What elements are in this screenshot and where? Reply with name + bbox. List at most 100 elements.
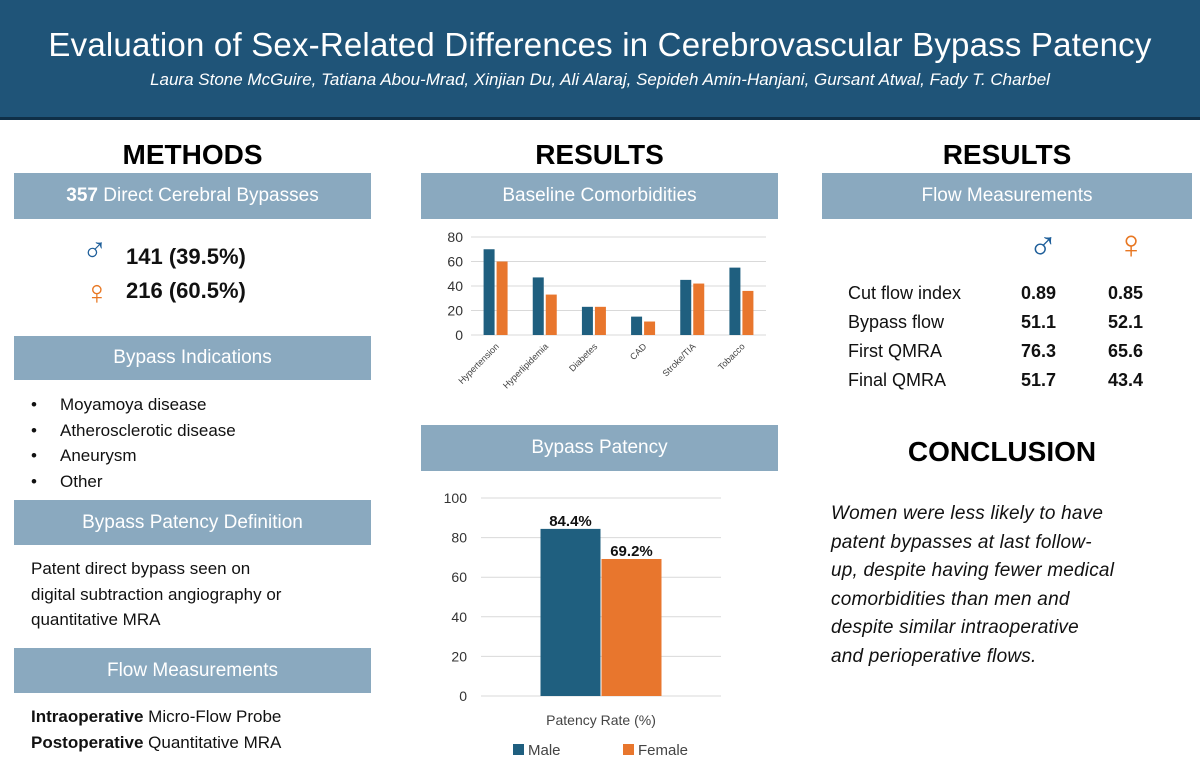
flow-methods-text: Intraoperative Micro-Flow Probe Postoper…	[31, 704, 281, 755]
y-tick-label: 20	[451, 648, 467, 664]
bar-male	[483, 249, 495, 335]
male-count-stat: 141 (39.5%)	[126, 244, 246, 269]
indication-item: Other	[28, 469, 236, 495]
poster-title: Evaluation of Sex-Related Differences in…	[48, 26, 1152, 63]
conclusion-line: comorbidities than men and	[831, 588, 1070, 610]
patency-definition-line: quantitative MRA	[31, 610, 161, 629]
bar-male	[581, 306, 593, 335]
postop-method: Quantitative MRA	[143, 732, 282, 752]
author-list: Laura Stone McGuire, Tatiana Abou-Mrad, …	[150, 70, 1050, 89]
y-tick-label: 60	[447, 254, 463, 270]
x-tick-label: Tobacco	[716, 341, 747, 372]
legend-label: Female	[638, 742, 688, 759]
y-tick-label: 100	[444, 490, 468, 506]
female-count-stat: 216 (60.5%)	[126, 278, 246, 303]
x-tick-label: Stroke/TIA	[661, 341, 698, 378]
results-heading-right: RESULTS	[942, 139, 1072, 170]
bar-female	[601, 558, 662, 696]
conclusion-line: patent bypasses at last follow-	[831, 531, 1092, 553]
indication-item: Aneurysm	[28, 443, 236, 469]
title-banner: Evaluation of Sex-Related Differences in…	[0, 0, 1200, 120]
male-symbol-icon: ♂	[1028, 223, 1058, 267]
bar-female	[594, 306, 606, 335]
bypass-patency-bar: Bypass Patency	[421, 425, 778, 471]
bar-female	[644, 321, 656, 335]
conclusion-line: up, despite having fewer medical	[831, 560, 1115, 581]
bar-male	[540, 528, 601, 696]
bar-male	[729, 267, 741, 335]
table-row: Final QMRA 51.7 43.4	[848, 370, 1168, 399]
table-row: Bypass flow 51.1 52.1	[848, 312, 1168, 341]
patency-definition-bar: Bypass Patency Definition	[14, 500, 371, 545]
data-label: 84.4%	[549, 513, 592, 530]
bypass-count-label: Direct Cerebral Bypasses	[98, 185, 319, 206]
bar-male	[532, 277, 544, 335]
conclusion-line: despite similar intraoperative	[831, 617, 1079, 638]
bypass-indications-bar: Bypass Indications	[14, 336, 371, 380]
bar-male	[680, 279, 692, 335]
x-tick-label: CAD	[628, 341, 649, 362]
patency-chart: 0 20 40 60 80 100 84.4% 69.2% Patency Rate (%) Ma…	[444, 490, 721, 759]
bar-female	[693, 283, 705, 335]
indication-item: Atherosclerotic disease	[28, 418, 236, 444]
x-axis-label: Patency Rate (%)	[546, 712, 656, 728]
y-tick-label: 20	[447, 303, 463, 319]
y-tick-label: 80	[451, 530, 467, 546]
male-value: 76.3	[1021, 341, 1057, 361]
table-row: First QMRA 76.3 65.6	[848, 341, 1168, 370]
bar-male	[631, 316, 643, 335]
bypass-count-bar: 357 Direct Cerebral Bypasses	[14, 173, 371, 219]
conclusion-line: and perioperative flows.	[831, 645, 1037, 667]
male-value: 0.89	[1021, 283, 1057, 303]
male-symbol-icon: ♂	[82, 230, 108, 268]
y-tick-label: 40	[447, 278, 463, 294]
conclusion-line: Women were less likely to have	[831, 503, 1104, 524]
baseline-comorbidities-bar: Baseline Comorbidities	[421, 173, 778, 219]
y-tick-label: 60	[451, 569, 467, 585]
patency-definition-line: digital subtraction angiography or	[31, 584, 282, 604]
conclusion-text: Women were less likely to have patent by…	[831, 500, 1191, 671]
flow-measurements-bar-right: Flow Measurements	[822, 173, 1192, 219]
female-symbol-icon: ♀	[84, 274, 110, 312]
intraop-label: Intraoperative	[31, 707, 144, 726]
y-tick-label: 0	[459, 688, 467, 704]
male-value: 51.1	[1021, 312, 1057, 332]
flow-measurements-table: Cut flow index 0.89 0.85 Bypass flow 51.…	[848, 283, 1168, 399]
y-tick-label: 40	[451, 609, 467, 625]
female-value: 0.85	[1108, 283, 1144, 303]
bar-female	[742, 290, 754, 335]
patency-definition-text: Patent direct bypass seen on digital sub…	[31, 556, 281, 633]
female-symbol-icon: ♀	[1116, 223, 1146, 267]
legend-label: Male	[528, 742, 561, 759]
data-label: 69.2%	[610, 543, 653, 560]
male-value: 51.7	[1021, 370, 1057, 390]
row-label: Bypass flow	[848, 312, 945, 332]
results-heading-middle: RESULTS	[535, 139, 664, 170]
legend-swatch	[513, 744, 524, 755]
postop-label: Postoperative	[31, 732, 144, 752]
row-label: Final QMRA	[848, 370, 947, 390]
x-tick-label: Diabetes	[567, 341, 600, 374]
female-value: 43.4	[1108, 370, 1144, 390]
bar-female	[545, 294, 557, 335]
patency-definition-line: Patent direct bypass seen on	[31, 559, 251, 578]
female-value: 52.1	[1108, 312, 1144, 332]
legend-swatch	[623, 744, 634, 755]
conclusion-heading: CONCLUSION	[907, 436, 1097, 467]
bar-female	[496, 261, 508, 335]
flow-measurements-bar-left: Flow Measurements	[14, 648, 371, 693]
row-label: First QMRA	[848, 341, 942, 361]
y-tick-label: 80	[447, 229, 463, 245]
indications-list: Moyamoya disease Atherosclerotic disease…	[28, 392, 236, 494]
methods-heading: METHODS	[122, 139, 263, 170]
indication-item: Moyamoya disease	[28, 392, 236, 418]
row-label: Cut flow index	[848, 283, 962, 303]
y-tick-label: 0	[455, 327, 463, 343]
bypass-count: 357	[66, 185, 98, 206]
x-tick-label: Hypertension	[456, 341, 501, 386]
x-tick-label: Hyperlipidemia	[501, 341, 550, 390]
comorbidities-chart: 0 20 40 60 80 Hypertension Hyperlipidemia Diabe…	[447, 229, 766, 391]
female-value: 65.6	[1108, 341, 1144, 361]
intraop-method: Micro-Flow Probe	[143, 707, 282, 726]
table-row: Cut flow index 0.89 0.85	[848, 283, 1168, 312]
